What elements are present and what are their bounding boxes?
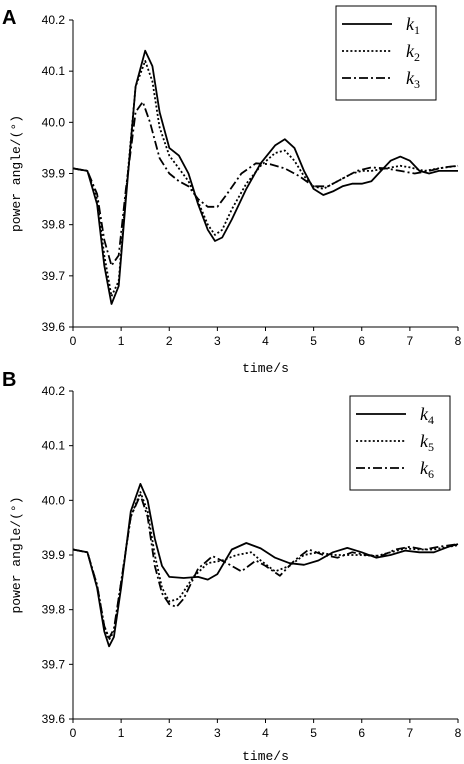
y-tick-label: 39.7 xyxy=(42,657,66,671)
panel-b: B 0 1 2 3 4 5 6 7 8 39.6 39.7 39.8 39.9 40.0 40.1 40.2 ti… xyxy=(2,369,462,764)
y-tick-label: 40.0 xyxy=(42,493,66,507)
legend-label-k2: k2 xyxy=(406,41,420,64)
y-tick-label: 39.9 xyxy=(42,548,66,562)
legend-label-k1: k1 xyxy=(406,14,420,37)
y-tick-label: 40.1 xyxy=(42,64,66,78)
y-axis-title: power angle/(°) xyxy=(9,115,24,232)
legend: k4 k5 k6 xyxy=(349,395,451,491)
x-tick-label: 3 xyxy=(214,334,221,348)
x-tick-label: 8 xyxy=(455,334,462,348)
y-tick-label: 40.2 xyxy=(42,384,66,398)
panel-letter: B xyxy=(2,369,16,391)
panel-a: A 0 1 2 3 4 5 6 7 8 39.6 39.7 39.8 39.9 40.0 40.1 40.2 ti… xyxy=(2,5,462,376)
x-tick-label: 4 xyxy=(262,334,269,348)
x-tick-label: 5 xyxy=(310,334,317,348)
x-tick-label: 0 xyxy=(70,726,77,740)
x-tick-label: 6 xyxy=(358,334,365,348)
legend-label-k4: k4 xyxy=(420,404,434,427)
y-tick-label: 39.6 xyxy=(42,712,66,726)
legend-label-k5: k5 xyxy=(420,431,434,454)
series-line-k3 xyxy=(72,101,459,267)
x-tick-label: 8 xyxy=(455,726,462,740)
x-tick-label: 0 xyxy=(70,334,77,348)
panel-letter: A xyxy=(2,7,16,29)
y-tick-label: 40.2 xyxy=(42,13,66,27)
x-tick-label: 1 xyxy=(118,334,125,348)
x-tick-label: 7 xyxy=(407,726,414,740)
x-axis-title: time/s xyxy=(242,749,289,764)
legend-box xyxy=(335,5,437,101)
y-tick-label: 40.1 xyxy=(42,439,66,453)
y-tick-label: 39.8 xyxy=(42,218,66,232)
x-tick-label: 5 xyxy=(310,726,317,740)
y-tick-label: 39.8 xyxy=(42,603,66,617)
legend: k1 k2 k3 xyxy=(335,5,437,101)
series-line-k6 xyxy=(72,494,459,639)
x-tick-label: 2 xyxy=(166,334,173,348)
y-axis-title: power angle/(°) xyxy=(9,496,24,613)
y-tick-label: 40.0 xyxy=(42,115,66,129)
y-tick-label: 39.9 xyxy=(42,167,66,181)
x-axis-title: time/s xyxy=(242,361,289,376)
x-tick-label: 7 xyxy=(407,334,414,348)
y-tick-label: 39.6 xyxy=(42,320,66,334)
legend-label-k6: k6 xyxy=(420,458,434,481)
x-tick-label: 4 xyxy=(262,726,269,740)
legend-label-k3: k3 xyxy=(406,68,420,91)
x-tick-label: 2 xyxy=(166,726,173,740)
legend-box xyxy=(349,395,451,491)
y-tick-label: 39.7 xyxy=(42,269,66,283)
x-tick-label: 6 xyxy=(358,726,365,740)
x-tick-label: 3 xyxy=(214,726,221,740)
x-tick-label: 1 xyxy=(118,726,125,740)
